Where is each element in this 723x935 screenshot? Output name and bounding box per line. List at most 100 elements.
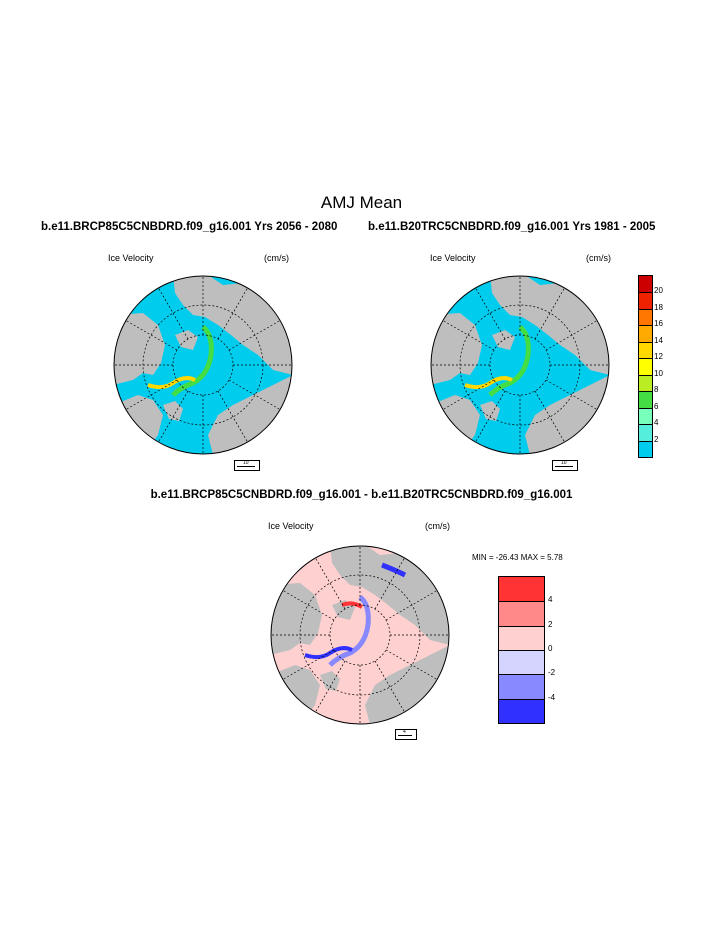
land-mass: [431, 313, 482, 385]
polar-map-rcp85: [113, 275, 293, 455]
colorbar-segment: [639, 341, 652, 359]
map-clip-group: [114, 276, 292, 454]
velocity-band: [328, 595, 371, 667]
panel-units-label: (cm/s): [264, 253, 289, 263]
colorbar-segment: [499, 674, 544, 699]
colorbar-tick-label: 14: [654, 335, 663, 345]
reference-vector-box: 10: [234, 460, 260, 471]
colorbar-tick-label: 16: [654, 319, 663, 329]
map-border: [430, 275, 610, 455]
land-mass: [431, 395, 480, 454]
meridian-line: [228, 320, 281, 351]
velocity-band: [464, 376, 513, 390]
colorbar-segment: [639, 374, 652, 392]
land-mass: [330, 546, 449, 645]
colorbar-tick-label: 12: [654, 352, 663, 362]
reference-arrow-icon: [555, 466, 573, 467]
meridian-line: [158, 390, 189, 443]
reference-vector-box: 4: [395, 729, 417, 740]
colorbar-tick-label: -2: [548, 668, 556, 678]
right-panel-header: b.e11.B20TRC5CNBDRD.f09_g16.001 Yrs 1981…: [368, 221, 656, 233]
meridian-line: [125, 379, 178, 410]
positive-difference: [341, 601, 364, 609]
meridian-line: [374, 557, 405, 610]
meridian-line: [545, 379, 598, 410]
meridian-line: [315, 660, 346, 713]
land-mass: [480, 401, 500, 421]
meridian-line: [125, 320, 178, 351]
colorbar-segment: [639, 276, 652, 293]
meridian-line: [158, 287, 189, 340]
land-mass: [114, 313, 165, 385]
velocity-band: [171, 325, 214, 397]
panel-units-label: (cm/s): [425, 521, 450, 531]
colorbar-tick-label: 20: [654, 286, 663, 296]
panel-variable-label: Ice Velocity: [430, 253, 476, 263]
reference-vector-label: 4: [403, 729, 406, 735]
meridian-line: [534, 390, 565, 443]
reference-arrow-icon: [398, 735, 412, 736]
reference-vector-box: 10: [552, 460, 578, 471]
velocity-band: [304, 646, 353, 660]
land-mass: [173, 276, 292, 375]
colorbar-segment: [499, 650, 544, 675]
meridian-line: [228, 379, 281, 410]
colorbar-segment: [639, 358, 652, 375]
negative-difference: [381, 562, 407, 578]
colorbar-segment: [639, 292, 652, 309]
velocity-band: [147, 376, 196, 390]
meridian-line: [475, 287, 506, 340]
colorbar-segment: [639, 440, 652, 457]
reference-vector-label: 10: [561, 460, 567, 466]
colorbar-segment: [499, 625, 544, 650]
colorbar-segment: [499, 601, 544, 626]
meridian-line: [282, 590, 335, 621]
colorbar-tick-label: 6: [654, 401, 659, 411]
colorbar-tick-label: 2: [548, 619, 553, 629]
colorbar-segment: [639, 391, 652, 408]
colorbar-segment: [499, 698, 544, 723]
land-mass: [114, 395, 163, 454]
panel-variable-label: Ice Velocity: [108, 253, 154, 263]
meridian-line: [315, 557, 346, 610]
colorbar-tick-label: 0: [548, 644, 553, 653]
colorbar-segment: [639, 308, 652, 326]
figure-title: AMJ Mean: [320, 193, 403, 212]
meridian-line: [385, 649, 438, 680]
colorbar-tick-label: -4: [548, 692, 556, 702]
left-panel-header: b.e11.BRCP85C5CNBDRD.f09_g16.001 Yrs 205…: [41, 221, 338, 233]
meridian-line: [545, 320, 598, 351]
land-mass: [490, 276, 609, 375]
land-mass: [163, 401, 183, 421]
meridian-line: [282, 649, 335, 680]
land-mass: [320, 671, 340, 691]
meridian-line: [217, 287, 248, 340]
colorbar-tick-label: 10: [654, 368, 663, 378]
meridian-line: [534, 287, 565, 340]
meridian-line: [385, 590, 438, 621]
colorbar-tick-label: 2: [654, 434, 659, 444]
colorbar-segment: [639, 325, 652, 342]
meridian-line: [475, 390, 506, 443]
meridian-line: [374, 660, 405, 713]
colorbar-segment: [639, 407, 652, 425]
difference-colorbar: [498, 576, 545, 724]
map-border: [113, 275, 293, 455]
polar-map-difference: [270, 545, 450, 725]
velocity-colorbar: [638, 275, 653, 458]
meridian-line: [442, 320, 495, 351]
colorbar-tick-label: 4: [548, 595, 553, 605]
panel-units-label: (cm/s): [586, 253, 611, 263]
min-max-label: MIN = -26.43 MAX = 5.78: [472, 553, 563, 562]
velocity-band: [488, 325, 531, 397]
panel-variable-label: Ice Velocity: [268, 521, 314, 531]
reference-vector-label: 10: [243, 460, 249, 466]
land-mass: [271, 583, 322, 655]
colorbar-tick-label: 4: [654, 418, 659, 428]
colorbar-segment: [639, 424, 652, 441]
meridian-line: [442, 379, 495, 410]
meridian-line: [217, 390, 248, 443]
map-clip-group: [271, 546, 449, 724]
colorbar-tick-label: 8: [654, 385, 659, 395]
colorbar-tick-label: 18: [654, 302, 663, 312]
